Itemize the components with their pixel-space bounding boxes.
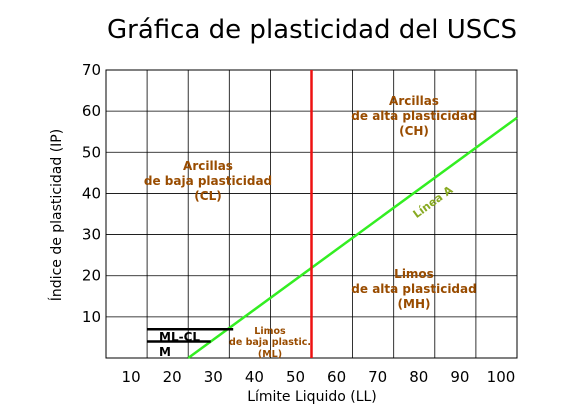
ml-line-3: (ML) <box>258 349 282 360</box>
mh-line-2: de alta plasticidad <box>351 282 476 296</box>
cl-line-2: de baja plasticidad <box>144 174 272 188</box>
m-label: M <box>159 345 171 359</box>
ch-line-3: (CH) <box>399 124 429 138</box>
x-tick-label: 90 <box>450 368 469 386</box>
mlcl-label: ML-CL <box>159 330 200 344</box>
ml-line-1: Limos <box>254 326 286 337</box>
y-tick-label: 40 <box>82 184 101 202</box>
x-tick-label: 80 <box>409 368 428 386</box>
x-tick-label: 60 <box>327 368 346 386</box>
cl-line-3: (CL) <box>194 189 221 203</box>
y-tick-label: 20 <box>82 267 101 285</box>
x-tick-label: 70 <box>368 368 387 386</box>
series-lines <box>147 70 518 360</box>
cl-line-1: Arcillas <box>183 159 233 173</box>
y-tick-labels: 10 20 30 40 50 60 70 <box>82 61 101 326</box>
chart-title: Gráfica de plasticidad del USCS <box>107 15 517 45</box>
ch-line-2: de alta plasticidad <box>351 109 476 123</box>
a-line <box>187 116 518 360</box>
y-axis-label: Índice de plasticidad (IP) <box>48 129 65 301</box>
y-tick-label: 10 <box>82 308 101 326</box>
x-tick-label: 40 <box>245 368 264 386</box>
ch-line-1: Arcillas <box>389 94 439 108</box>
ml-line-2: de baja plastic. <box>229 337 311 348</box>
y-tick-label: 60 <box>82 102 101 120</box>
x-axis-label: Límite Liquido (LL) <box>247 389 377 405</box>
mh-line-3: (MH) <box>398 297 431 311</box>
mh-line-1: Limos <box>394 267 434 281</box>
x-tick-labels: 10 20 30 40 50 60 70 80 90 100 <box>122 368 516 386</box>
x-tick-label: 20 <box>163 368 182 386</box>
x-tick-label: 30 <box>204 368 223 386</box>
y-tick-label: 70 <box>82 61 101 79</box>
x-tick-label: 50 <box>286 368 305 386</box>
linea-a-label: Línea A <box>411 183 456 221</box>
x-tick-label: 100 <box>487 368 516 386</box>
y-tick-label: 50 <box>82 143 101 161</box>
y-tick-label: 30 <box>82 226 101 244</box>
x-tick-label: 10 <box>122 368 141 386</box>
